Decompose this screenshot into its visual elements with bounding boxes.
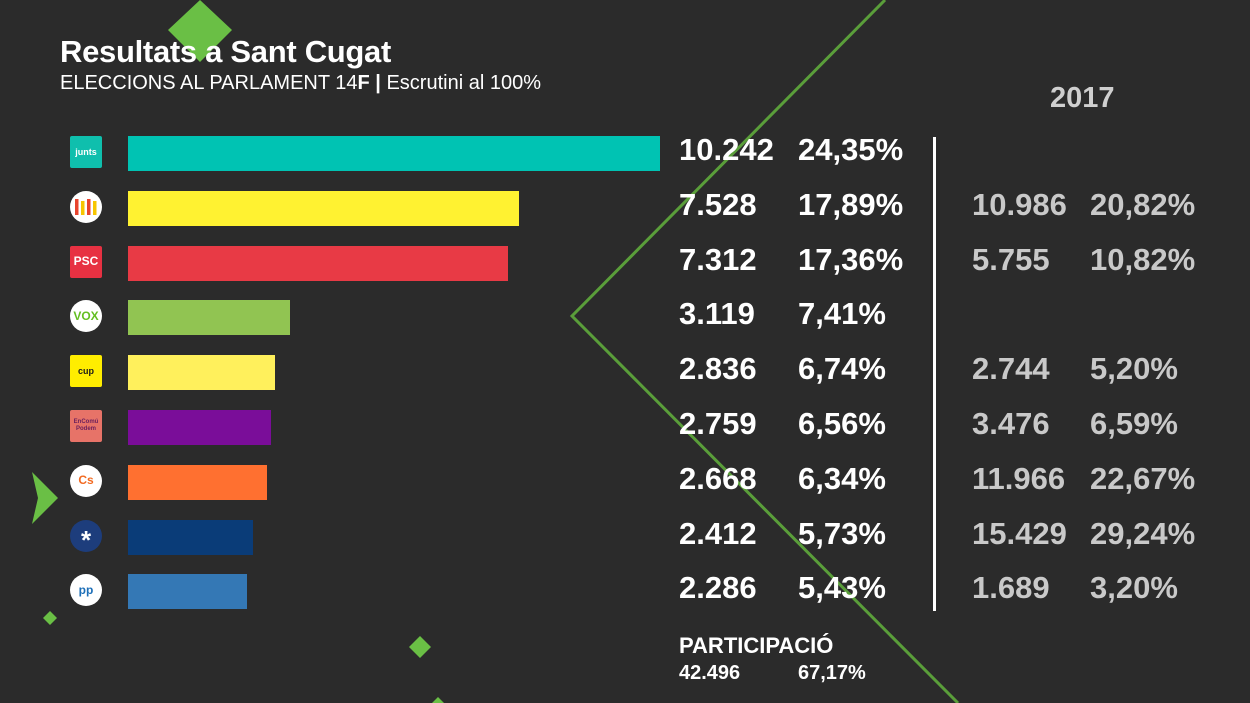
- party-row: PSC 7.312 17,36% 5.755 10,82%: [0, 236, 1250, 290]
- party-row: junts 10.242 24,35%: [0, 126, 1250, 180]
- party-bar: [128, 519, 253, 555]
- party-bar: [128, 300, 290, 336]
- party-pct: 7,41%: [798, 296, 886, 332]
- party-prev-votes: 5.755: [972, 241, 1050, 277]
- party-pct: 17,36%: [798, 241, 904, 277]
- party-votes: 2.759: [679, 406, 757, 441]
- party-logo-text: pp: [78, 582, 94, 597]
- pdecat-logo-icon: *: [70, 519, 102, 555]
- party-prev-pct: 20,82%: [1090, 186, 1196, 222]
- party-bar: [128, 464, 267, 500]
- party-logo-text: EnComú Podem: [73, 419, 99, 432]
- party-bar: [128, 355, 275, 391]
- subtitle-bold: F |: [357, 72, 381, 94]
- party-row: EnComú Podem 2.759 6,56% 3.476 6,59%: [0, 400, 1250, 454]
- party-logo-text: cup: [77, 365, 94, 376]
- erc-stripes-graphic: [75, 198, 97, 215]
- party-row: cup 2.836 6,74% 2.744 5,20%: [0, 345, 1250, 399]
- party-votes: 2.412: [679, 515, 757, 551]
- vox-logo-icon: VOX: [70, 300, 102, 333]
- decorative-diamond-medium: [409, 636, 431, 658]
- party-prev-pct: 6,59%: [1090, 406, 1178, 441]
- column-divider: [933, 137, 936, 611]
- party-row: Cs 2.668 6,34% 11.966 22,67%: [0, 455, 1250, 509]
- party-bar: [128, 574, 247, 610]
- decorative-arrow-left: [32, 472, 58, 524]
- party-bar: [128, 410, 271, 445]
- party-logo-text: VOX: [73, 308, 99, 323]
- en-comu-podem-logo-icon: EnComú Podem: [70, 410, 102, 442]
- party-logo-text: PSC: [73, 254, 99, 269]
- party-row: 7.528 17,89% 10.986 20,82%: [0, 181, 1250, 235]
- cs-logo-icon: Cs: [70, 464, 102, 497]
- party-pct: 24,35%: [798, 132, 904, 167]
- chart-subtitle: ELECCIONS AL PARLAMENT 14F | Escrutini a…: [60, 72, 541, 95]
- party-prev-pct: 29,24%: [1090, 515, 1196, 551]
- party-prev-votes: 1.689: [972, 570, 1050, 606]
- subtitle-prefix: ELECCIONS AL PARLAMENT 14: [60, 72, 358, 94]
- party-pct: 17,89%: [798, 186, 904, 222]
- pp-logo-icon: pp: [70, 574, 102, 607]
- decorative-diamond-top: [168, 0, 232, 62]
- decorative-diamond-small: [43, 611, 57, 625]
- junts-logo-icon: junts: [70, 136, 102, 168]
- party-prev-pct: 22,67%: [1090, 460, 1196, 496]
- party-votes: 3.119: [679, 296, 755, 332]
- party-pct: 5,43%: [798, 570, 886, 606]
- party-prev-pct: 5,20%: [1090, 351, 1178, 387]
- party-prev-votes: 2.744: [972, 351, 1050, 387]
- decorative-chevron-line: [569, 0, 960, 703]
- chart-title: Resultats a Sant Cugat: [60, 34, 392, 69]
- party-logo-text: Cs: [78, 473, 94, 488]
- party-votes: 7.528: [679, 186, 757, 222]
- previous-year-label: 2017: [1050, 82, 1115, 114]
- party-prev-votes: 3.476: [972, 406, 1050, 441]
- party-pct: 6,74%: [798, 351, 886, 387]
- party-row: pp 2.286 5,43% 1.689 3,20%: [0, 564, 1250, 618]
- participation-votes: 42.496: [679, 662, 741, 684]
- party-prev-votes: 11.966: [972, 460, 1066, 496]
- erc-logo-icon: [70, 190, 102, 223]
- party-prev-pct: 3,20%: [1090, 570, 1178, 606]
- participation-pct: 67,17%: [798, 662, 866, 684]
- party-bar: [128, 190, 519, 226]
- party-prev-pct: 10,82%: [1090, 241, 1196, 277]
- party-votes: 2.668: [679, 460, 757, 496]
- party-bar: [128, 245, 508, 281]
- party-votes: 7.312: [679, 241, 757, 277]
- party-prev-votes: 15.429: [972, 515, 1067, 551]
- party-votes: 10.242: [679, 132, 774, 167]
- party-votes: 2.286: [679, 570, 757, 606]
- party-logo-text: *: [80, 524, 92, 555]
- party-row: * 2.412 5,73% 15.429 29,24%: [0, 510, 1250, 564]
- party-votes: 2.836: [679, 351, 757, 387]
- party-pct: 6,34%: [798, 460, 886, 496]
- participation-label: PARTICIPACIÓ: [679, 633, 834, 658]
- party-row: VOX 3.119 7,41%: [0, 290, 1250, 344]
- party-pct: 6,56%: [798, 406, 886, 441]
- party-pct: 5,73%: [798, 515, 886, 551]
- party-logo-text: junts: [75, 146, 97, 157]
- psc-logo-icon: PSC: [70, 245, 102, 278]
- party-prev-votes: 10.986: [972, 186, 1067, 222]
- party-bar: [128, 136, 660, 171]
- subtitle-suffix: Escrutini al 100%: [380, 72, 541, 94]
- decorative-diamond-bottom: [432, 697, 444, 703]
- cup-logo-icon: cup: [70, 355, 102, 388]
